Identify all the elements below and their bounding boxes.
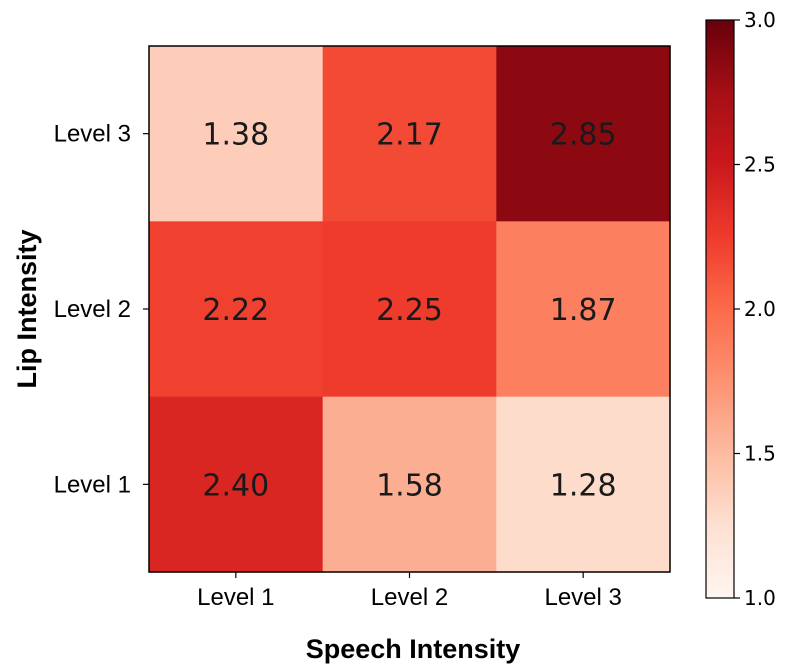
- heatmap-cell: [149, 396, 324, 573]
- x-axis-ticks: Level 1 Level 2 Level 3: [197, 572, 622, 611]
- y-tick-label: Level 1: [54, 471, 131, 498]
- heatmap-cell: [149, 221, 324, 398]
- colorbar-tick-label: 1.5: [744, 442, 776, 466]
- heatmap-cell: [322, 46, 497, 222]
- heatmap-cell: [496, 396, 671, 573]
- colorbar-tick-label: 3.0: [744, 8, 776, 32]
- y-axis-label: Lip Intensity: [12, 229, 42, 388]
- cell-value-label: 2.17: [376, 118, 443, 153]
- x-tick-label: Level 1: [197, 584, 274, 611]
- cell-value-label: 2.22: [202, 293, 269, 328]
- cell-value-label: 1.38: [202, 118, 269, 153]
- heatmap-cell: [496, 46, 671, 222]
- cell-value-label: 1.87: [550, 293, 617, 328]
- heatmap-cell: [149, 46, 324, 222]
- colorbar-tick-label: 1.0: [744, 586, 776, 610]
- colorbar: [705, 19, 735, 599]
- cell-value-label: 1.58: [376, 468, 443, 503]
- colorbar-tick-label: 2.0: [744, 297, 776, 321]
- colorbar-tick-label: 2.5: [744, 153, 776, 177]
- heatmap-cell: [322, 396, 497, 573]
- colorbar-ticks: 1.0 1.5 2.0 2.5 3.0: [734, 8, 776, 610]
- cell-value-label: 2.40: [202, 468, 269, 503]
- y-tick-label: Level 3: [54, 121, 131, 148]
- heatmap-cells: 1.38 2.17 2.85 2.22 2.25 1.87 2.40 1.58 1.28: [149, 46, 671, 573]
- heatmap-cell: [322, 221, 497, 398]
- x-axis-label: Speech Intensity: [306, 634, 521, 664]
- x-tick-label: Level 2: [371, 584, 448, 611]
- y-axis-ticks: Level 3 Level 2 Level 1: [54, 121, 149, 498]
- cell-value-label: 2.25: [376, 293, 443, 328]
- cell-value-label: 1.28: [550, 468, 617, 503]
- cell-value-label: 2.85: [550, 118, 617, 153]
- y-tick-label: Level 2: [54, 296, 131, 323]
- heatmap-cell: [496, 221, 671, 398]
- x-tick-label: Level 3: [544, 584, 621, 611]
